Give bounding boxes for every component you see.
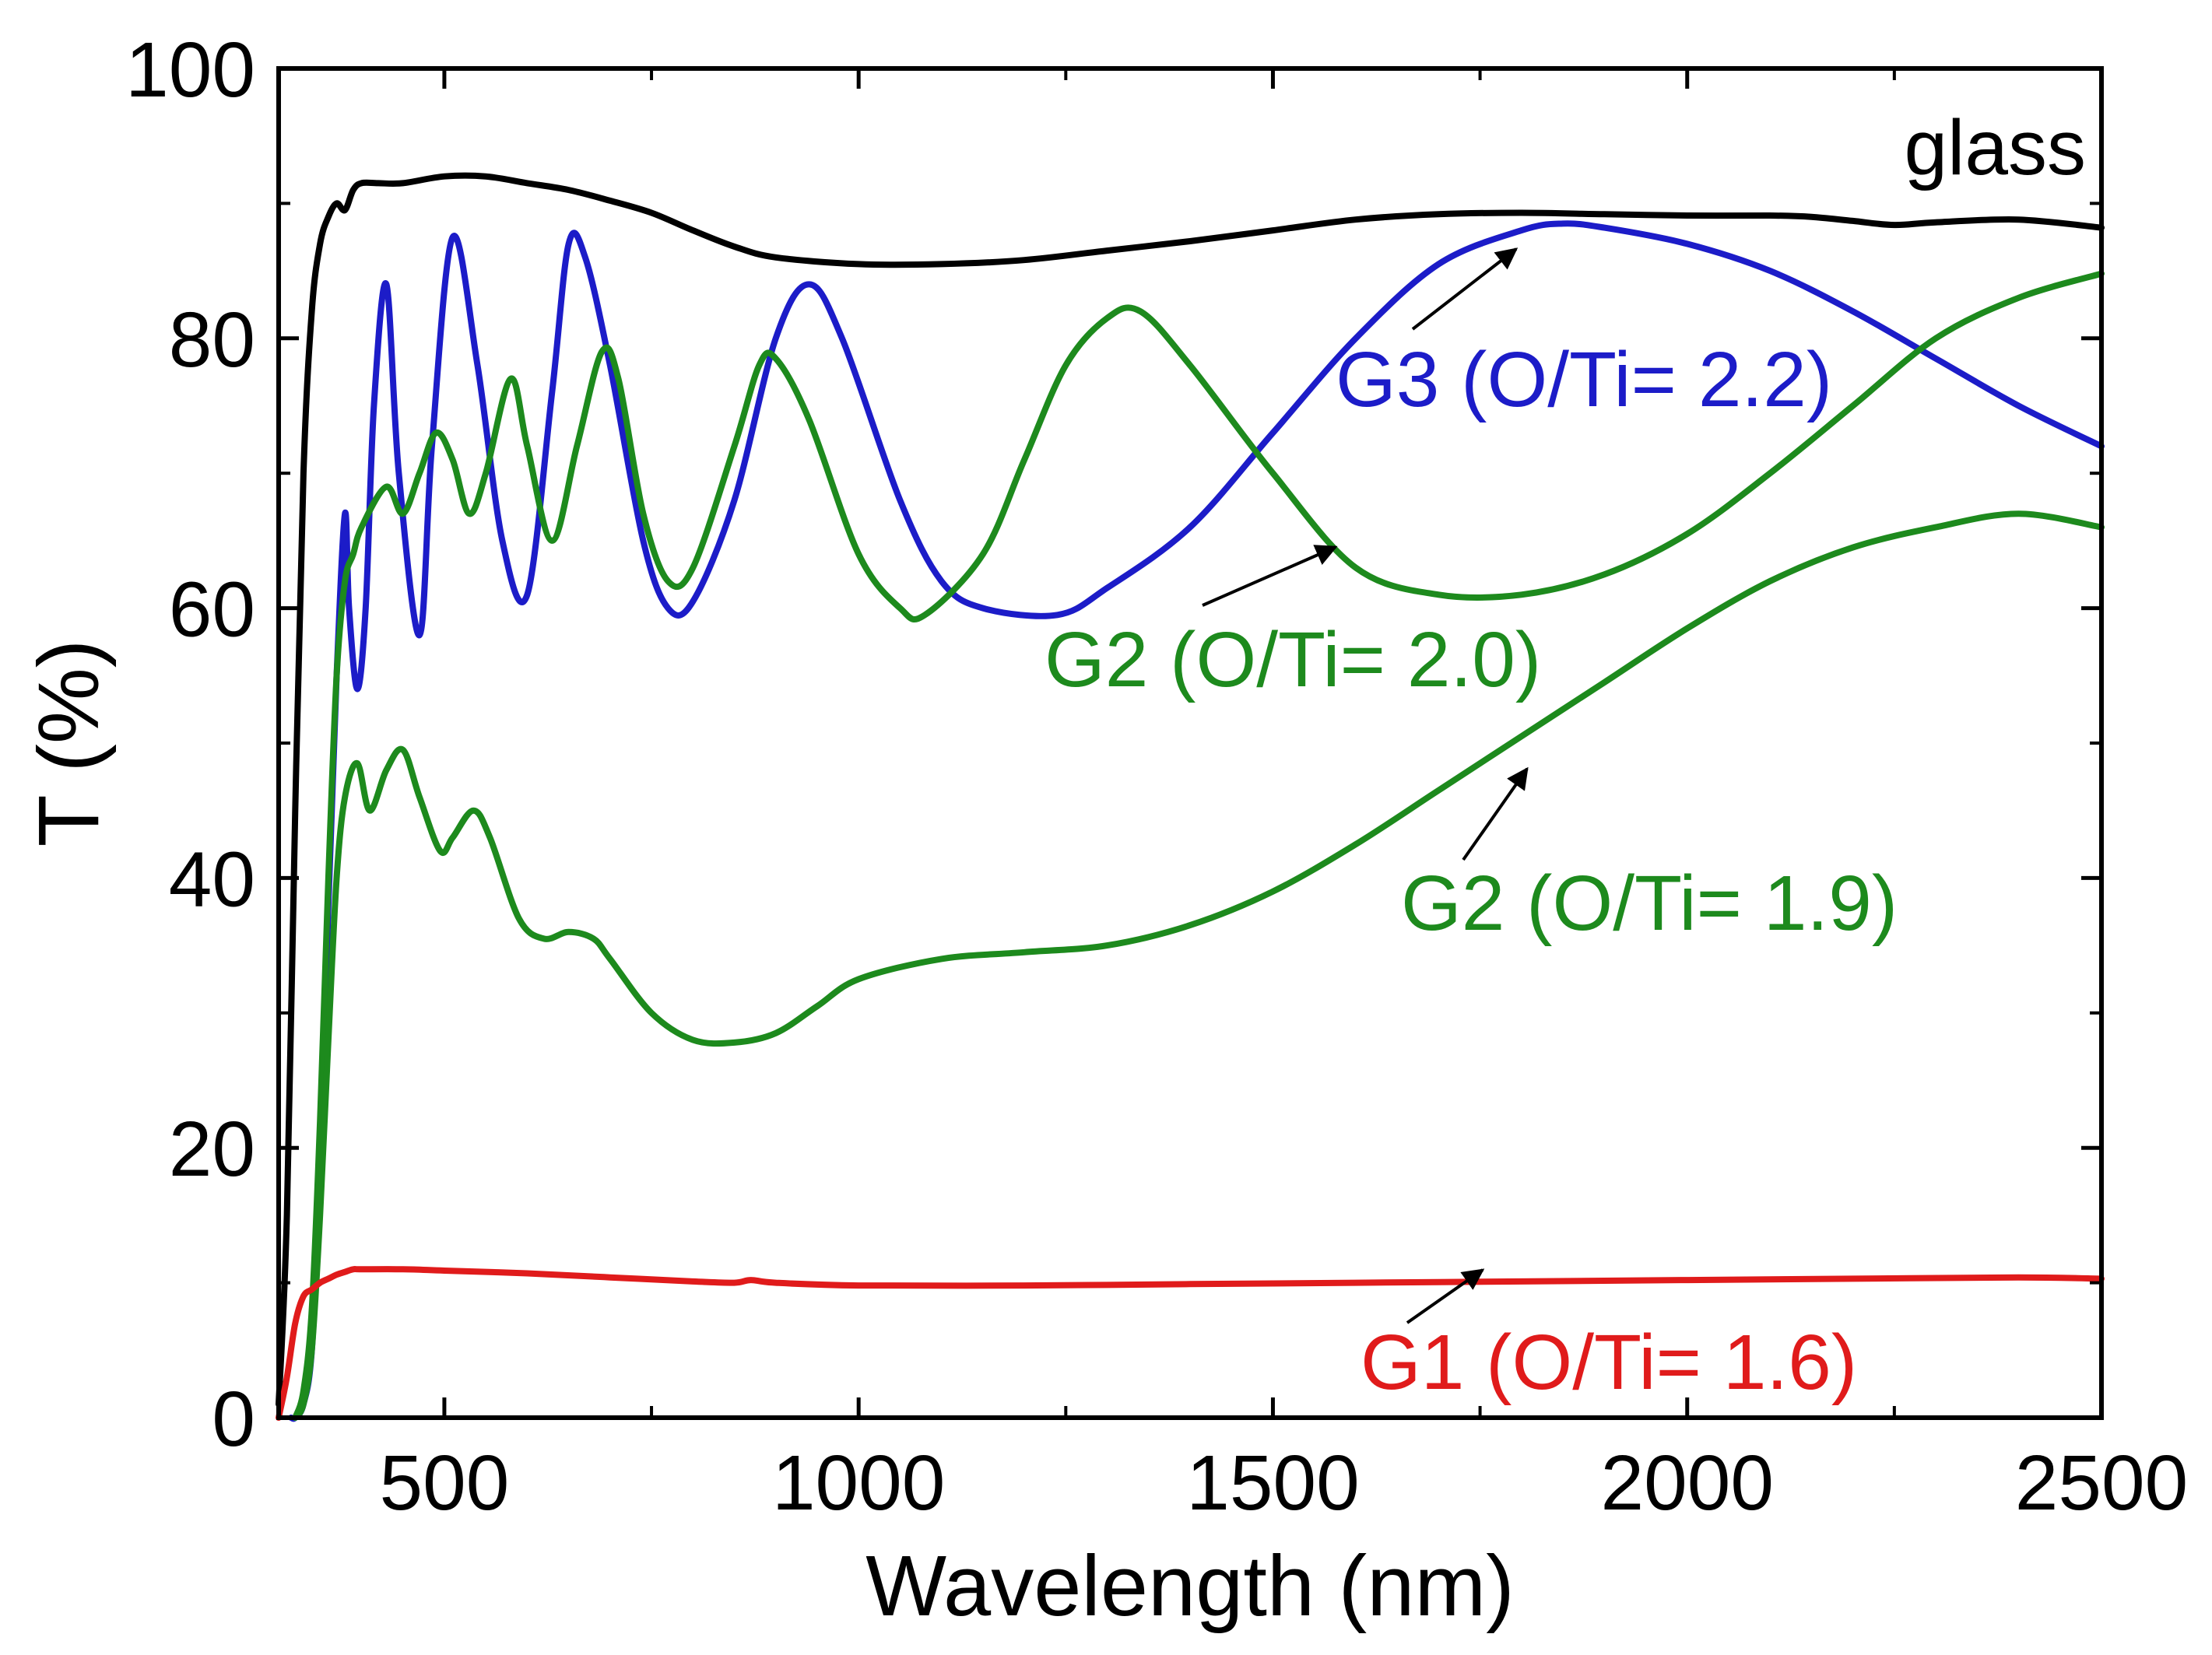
x-tick-label: 500: [379, 1439, 509, 1527]
y-tick-label: 20: [169, 1106, 255, 1193]
ticks-layer: 500 1000 1500 2000 2500 0 20 40 60 80 100: [125, 26, 2188, 1527]
series-line-g3-o-ti-2-2: [288, 220, 2105, 1422]
x-axis-label: Wavelength (nm): [865, 1538, 1514, 1634]
x-tick-label: 1500: [1186, 1439, 1359, 1527]
series-line-g1-o-ti-1-6: [276, 1266, 2105, 1421]
g2-20-arrow: [1202, 545, 1338, 607]
g3-label: G3 (O/Ti= 2.2): [1336, 336, 1832, 423]
series-line-g2-o-ti-1-9: [292, 510, 2105, 1421]
y-axis-label: T (%): [21, 640, 117, 847]
g2-19-arrow: [1462, 766, 1529, 861]
g2-20-label: G2 (O/Ti= 2.0): [1045, 616, 1541, 703]
x-tick-label: 2000: [1600, 1439, 1773, 1527]
plot-frame: [276, 66, 2104, 1420]
series-layer: [276, 172, 2105, 1422]
g1-arrow: [1406, 1268, 1485, 1324]
annotation-layer: glass G3 (O/Ti= 2.2) G2 (O/Ti= 2.0) G2 (…: [1045, 104, 2086, 1406]
x-tick-label: 1000: [772, 1439, 945, 1527]
glass-label: glass: [1905, 104, 2086, 191]
series-line-glass: [276, 172, 2105, 1408]
series-line-g2-o-ti-2-0: [292, 270, 2105, 1421]
g3-arrow: [1411, 247, 1519, 331]
g2-19-label: G2 (O/Ti= 1.9): [1401, 860, 1898, 947]
x-tick-label: 2500: [2015, 1439, 2188, 1527]
g1-label: G1 (O/Ti= 1.6): [1361, 1319, 1857, 1406]
y-tick-label: 60: [169, 566, 255, 654]
y-tick-label: 100: [125, 26, 255, 114]
y-tick-label: 80: [169, 296, 255, 384]
y-tick-label: 0: [212, 1376, 255, 1463]
y-tick-label: 40: [169, 836, 255, 923]
